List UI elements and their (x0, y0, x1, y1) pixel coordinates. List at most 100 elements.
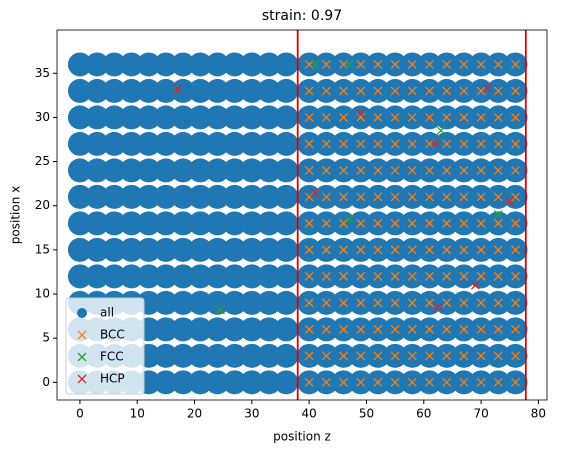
point (511, 298, 520, 308)
point (205, 370, 230, 395)
point (442, 86, 452, 96)
point (476, 245, 486, 255)
point (239, 290, 264, 315)
point (119, 52, 144, 77)
point (425, 271, 434, 281)
point (188, 290, 213, 315)
point (425, 298, 434, 308)
point (304, 298, 314, 308)
point (188, 78, 213, 103)
x-tick-label: 10 (130, 407, 145, 421)
point (493, 271, 503, 281)
point (205, 290, 230, 315)
x-tick-label: 50 (359, 407, 374, 421)
legend-box (65, 297, 145, 395)
y-tick-label: 0 (42, 375, 50, 389)
point (153, 264, 178, 289)
point (373, 351, 383, 361)
point (407, 298, 417, 308)
point (188, 105, 213, 130)
point (222, 290, 247, 315)
point (373, 324, 383, 334)
chart-title: strain: 0.97 (262, 8, 342, 24)
point (85, 52, 110, 77)
point (339, 112, 349, 122)
point (459, 377, 469, 387)
point (425, 59, 434, 69)
point (476, 59, 486, 69)
point (493, 112, 503, 122)
point (119, 237, 144, 262)
point (459, 218, 469, 228)
point (222, 131, 247, 156)
point (274, 184, 299, 209)
point (459, 245, 469, 255)
point (459, 192, 469, 202)
point (407, 165, 417, 175)
point (171, 343, 196, 368)
point (356, 218, 366, 228)
point (373, 165, 383, 175)
point (85, 78, 110, 103)
point (390, 139, 400, 149)
point (511, 59, 520, 69)
point (442, 298, 452, 308)
point (239, 78, 264, 103)
point (85, 237, 110, 262)
point (459, 139, 469, 149)
point (442, 165, 452, 175)
point (205, 105, 230, 130)
point (356, 351, 366, 361)
point (493, 218, 503, 228)
point (188, 264, 213, 289)
point (356, 298, 366, 308)
point (407, 86, 417, 96)
point (459, 59, 469, 69)
point (390, 192, 400, 202)
point (356, 108, 366, 118)
point (493, 351, 503, 361)
legend-label: BCC (100, 328, 125, 342)
x-tick-label: 70 (473, 407, 488, 421)
point (304, 245, 314, 255)
point (257, 105, 282, 130)
y-tick-label: 25 (35, 154, 50, 168)
point (390, 298, 400, 308)
point (67, 52, 92, 77)
point (188, 343, 213, 368)
point (339, 377, 349, 387)
point (172, 84, 182, 94)
point (239, 211, 264, 236)
point (425, 165, 434, 175)
point (304, 324, 314, 334)
point (390, 324, 400, 334)
point (136, 264, 161, 289)
point (459, 351, 469, 361)
point (304, 139, 314, 149)
point (339, 298, 349, 308)
y-tick-label: 5 (42, 331, 50, 345)
point (344, 214, 354, 224)
point (136, 211, 161, 236)
point (205, 158, 230, 183)
point (102, 184, 127, 209)
point (493, 210, 503, 220)
point (257, 131, 282, 156)
point (390, 271, 400, 281)
point (373, 86, 383, 96)
y-tick-label: 35 (35, 66, 50, 80)
point (222, 158, 247, 183)
point (102, 105, 127, 130)
point (442, 271, 452, 281)
point (171, 211, 196, 236)
point (344, 59, 354, 69)
point (476, 271, 486, 281)
point (102, 52, 127, 77)
point (459, 298, 469, 308)
point (425, 324, 434, 334)
point (339, 245, 349, 255)
point (67, 78, 92, 103)
point (493, 192, 503, 202)
point (85, 264, 110, 289)
point (356, 245, 366, 255)
